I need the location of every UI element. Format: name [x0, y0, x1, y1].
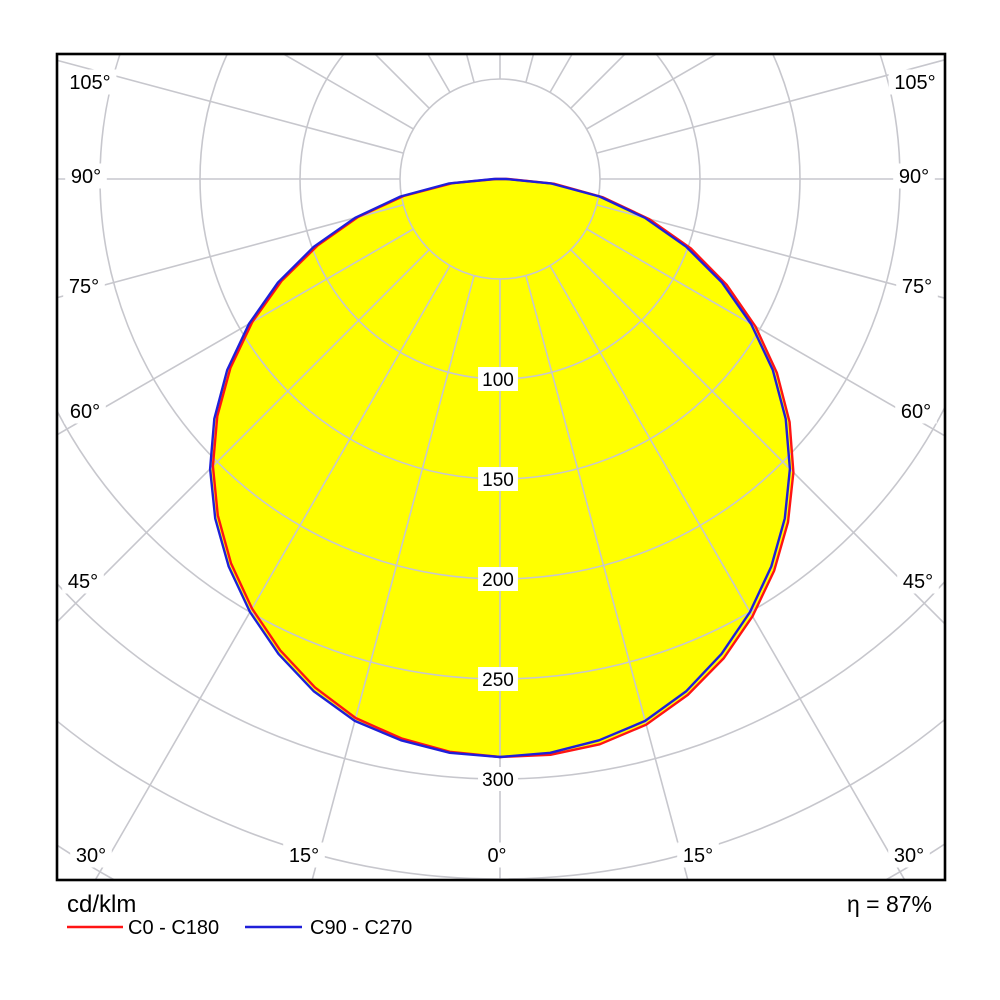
plot-frame — [55, 52, 947, 882]
angle-label-left: 105° — [69, 72, 110, 94]
curve-c90-c270 — [208, 177, 792, 759]
radial-value-label: 100 — [482, 370, 514, 391]
angle-label-right-mask — [888, 69, 942, 95]
legend-label-c90-c270: C90 - C270 — [310, 917, 412, 939]
angle-label-left-mask — [63, 273, 105, 299]
grid-ray — [525, 275, 689, 880]
angle-label-left-mask — [62, 568, 104, 594]
angle-label-right-mask — [896, 273, 938, 299]
efficiency-label: η = 87% — [847, 891, 932, 917]
angle-label-bottom-mask — [677, 842, 719, 868]
angle-label-right-mask — [897, 568, 939, 594]
radial-value-label-mask — [478, 367, 518, 391]
grid-ray — [94, 265, 451, 880]
grid-ray — [57, 59, 404, 154]
angle-label-bottom-mask — [283, 842, 325, 868]
angle-label-bottom: 30° — [894, 845, 924, 867]
angle-label-left-mask — [65, 163, 107, 189]
angle-label-bottom-mask — [481, 842, 513, 868]
grid-ray — [596, 204, 945, 300]
radial-value-label: 250 — [482, 670, 514, 691]
angle-label-left: 90° — [71, 166, 101, 188]
angle-label-right-mask — [893, 163, 935, 189]
unit-label: cd/klm — [67, 891, 136, 918]
grid-ray — [586, 228, 945, 437]
angle-label-left: 45° — [68, 571, 98, 593]
angle-label-right: 105° — [894, 72, 935, 94]
angle-label-bottom: 15° — [289, 845, 319, 867]
angle-label-bottom: 0° — [487, 845, 506, 867]
angle-label-bottom: 15° — [683, 845, 713, 867]
angle-label-right: 75° — [902, 276, 932, 298]
legend-label-c0-c180: C0 - C180 — [128, 917, 219, 939]
radial-value-label-mask — [478, 567, 518, 591]
radial-value-label-mask — [478, 767, 518, 791]
angle-label-right-mask — [895, 398, 937, 424]
plot-labels: 100 150 200 250 300 105° 90° 75° 60° 45° 105° 90° 75… — [62, 69, 942, 868]
angle-label-left-mask — [64, 398, 106, 424]
radial-value-label-mask — [478, 667, 518, 691]
angle-label-right: 60° — [901, 401, 931, 423]
radial-value-label-mask — [478, 467, 518, 491]
grid-ray — [549, 265, 906, 880]
angle-label-bottom-mask — [70, 842, 112, 868]
grid-ray — [57, 204, 404, 299]
angle-label-bottom-mask — [888, 842, 930, 868]
grid-ray — [57, 249, 430, 624]
radial-value-label: 150 — [482, 470, 514, 491]
radial-value-label: 200 — [482, 570, 514, 591]
angle-label-right: 45° — [903, 571, 933, 593]
angle-label-right: 90° — [899, 166, 929, 188]
grid-ray — [281, 54, 414, 130]
grid-ray — [311, 275, 475, 880]
grid-ray — [596, 58, 945, 154]
angle-label-left: 75° — [69, 276, 99, 298]
angle-label-left: 60° — [70, 401, 100, 423]
angle-label-bottom: 30° — [76, 845, 106, 867]
angle-label-left-mask — [63, 69, 117, 95]
radial-value-label: 300 — [482, 770, 514, 791]
grid-ray — [570, 249, 945, 626]
grid-ray — [586, 54, 719, 130]
